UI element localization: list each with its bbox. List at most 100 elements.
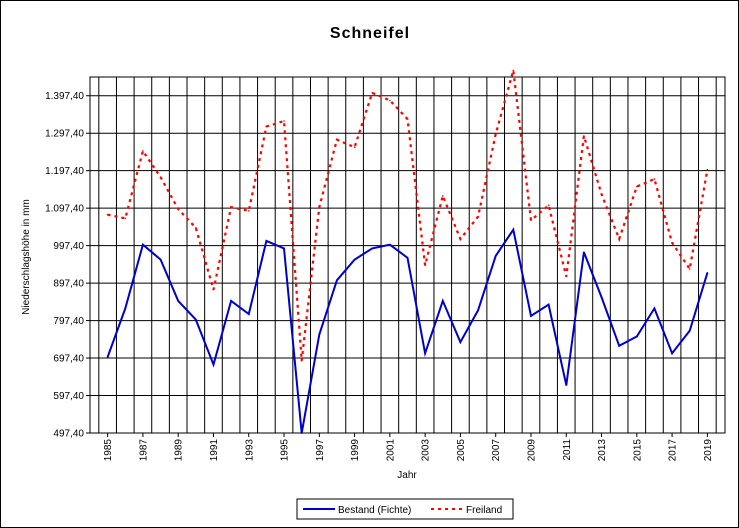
data-point [300,360,303,362]
data-point [512,69,515,72]
data-point [195,226,197,229]
x-tick-label: 2005 [456,439,467,462]
data-point [530,315,532,317]
horizontal-gridlines [90,95,725,397]
data-point [283,247,285,250]
legend-label-bestand: Bestand (Fichte) [338,505,411,516]
legend-label-freiland: Freiland [466,505,502,516]
x-tick-label: 2001 [385,439,396,462]
data-point [653,307,656,310]
vertical-gridlines [98,77,717,433]
x-tick-label: 2013 [597,439,608,462]
data-point [195,318,197,321]
x-tick-label: 2011 [562,439,573,461]
legend: Bestand (Fichte) Freiland [296,498,514,520]
data-point [177,208,179,210]
data-point [600,296,603,298]
x-tick-label: 1987 [138,439,149,462]
y-tick-label: 497,40 [53,429,84,440]
y-tick-label: 1.197,40 [45,166,84,177]
data-point [424,352,426,355]
data-point [688,268,691,270]
data-point [424,264,426,267]
x-tick-label: 1991 [209,439,220,462]
data-point [494,133,497,135]
data-point [265,240,268,242]
x-tick-label: 2017 [668,439,679,462]
data-point [336,138,338,141]
data-point [406,118,409,120]
data-point [441,195,444,197]
data-point [106,356,109,358]
plot-border [89,76,726,434]
data-point [600,193,603,195]
data-point [565,384,568,386]
data-point [177,300,179,302]
data-point [212,288,215,291]
data-point [671,352,673,355]
data-point [124,307,127,310]
data-point [459,341,462,343]
data-point [530,219,532,222]
data-point [406,256,409,259]
x-tick-label: 2015 [632,439,643,462]
data-point [512,228,515,231]
data-point [618,345,620,347]
data-point [441,300,444,302]
x-tick-label: 2007 [491,439,502,462]
data-point [494,255,497,257]
y-tick-label: 897,40 [53,279,84,290]
data-point [688,330,691,332]
data-point [159,258,162,261]
data-point [636,185,638,188]
data-point [318,206,321,208]
data-point [389,243,391,246]
data-point [547,303,550,306]
y-tick-label: 597,40 [53,391,84,402]
data-point [477,309,479,312]
data-point [565,275,568,278]
data-point [230,300,232,302]
y-tick-label: 997,40 [53,241,84,252]
data-point [142,243,144,246]
data-point [547,204,550,207]
data-point [212,363,215,366]
data-point [671,241,673,244]
data-point [106,213,109,216]
data-point [459,238,462,240]
x-tick-label: 2003 [421,439,432,462]
plot-area [90,77,725,433]
data-point [124,217,127,220]
y-tick-label: 1.397,40 [45,91,84,102]
y-axis-label: Niederschlagshöhe in mm [21,199,32,315]
data-point [706,271,709,274]
data-point [706,168,709,171]
data-point [159,176,162,179]
y-tick-label: 797,40 [53,316,84,327]
x-tick-label: 2009 [526,439,537,462]
x-tick-label: 1993 [244,439,255,462]
x-tick-label: 1999 [350,439,361,462]
data-point [636,335,638,338]
data-point [389,99,391,102]
data-point [477,215,479,218]
x-axis-ticks: 1985 1987 1989 1991 1993 1995 1997 1999 2001 2003… [103,433,714,461]
x-tick-label: 1995 [280,439,291,462]
data-point [353,258,356,261]
legend-box [296,498,514,520]
y-tick-label: 1.097,40 [45,204,84,215]
data-point [230,206,232,208]
x-axis-label: Jahr [397,470,417,481]
data-point [336,279,338,282]
y-tick-label: 1.297,40 [45,129,84,140]
data-point [618,238,620,240]
series-layer [106,69,709,434]
data-point [142,150,144,152]
data-point [318,333,321,336]
data-point [371,247,374,250]
y-tick-label: 697,40 [53,354,84,365]
data-point [247,313,250,315]
data-point [283,120,285,122]
